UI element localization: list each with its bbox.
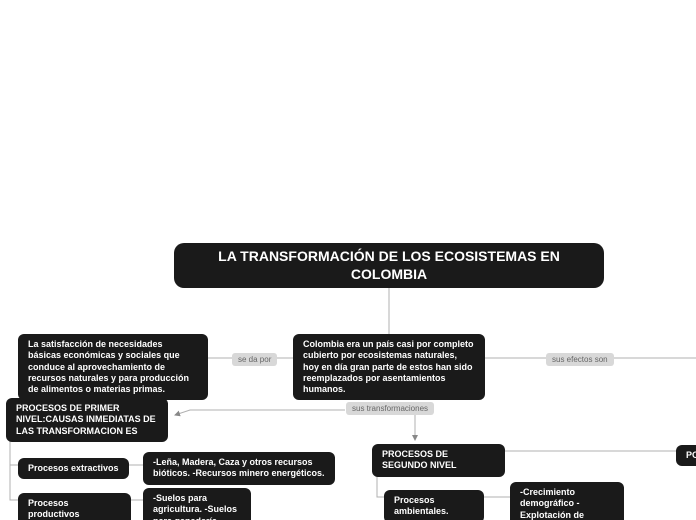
satisfaccion-node: La satisfacción de necesidades básicas e… xyxy=(18,334,208,400)
poc-node: POC xyxy=(676,445,696,466)
title-node: LA TRANSFORMACIÓN DE LOS ECOSISTEMAS EN … xyxy=(174,243,604,288)
colombia-node: Colombia era un país casi por completo c… xyxy=(293,334,485,400)
ambientales-node: Procesos ambientales. xyxy=(384,490,484,520)
extractivos-desc-node: -Leña, Madera, Caza y otros recursos bió… xyxy=(143,452,335,485)
segundo-nivel-node: PROCESOS DE SEGUNDO NIVEL xyxy=(372,444,505,477)
edge-label-se-da-por: se da por xyxy=(232,353,277,366)
edge-label-sus-efectos: sus efectos son xyxy=(546,353,614,366)
productivos-node: Procesos productivos xyxy=(18,493,131,520)
productivos-desc-node: -Suelos para agricultura. -Suelos para g… xyxy=(143,488,251,520)
primer-nivel-node: PROCESOS DE PRIMER NIVEL:CAUSAS INMEDIAT… xyxy=(6,398,168,442)
extractivos-node: Procesos extractivos xyxy=(18,458,129,479)
ambientales-desc-node: -Crecimiento demográfico -Explotación de… xyxy=(510,482,624,520)
edge-label-sus-transformaciones: sus transformaciones xyxy=(346,402,434,415)
